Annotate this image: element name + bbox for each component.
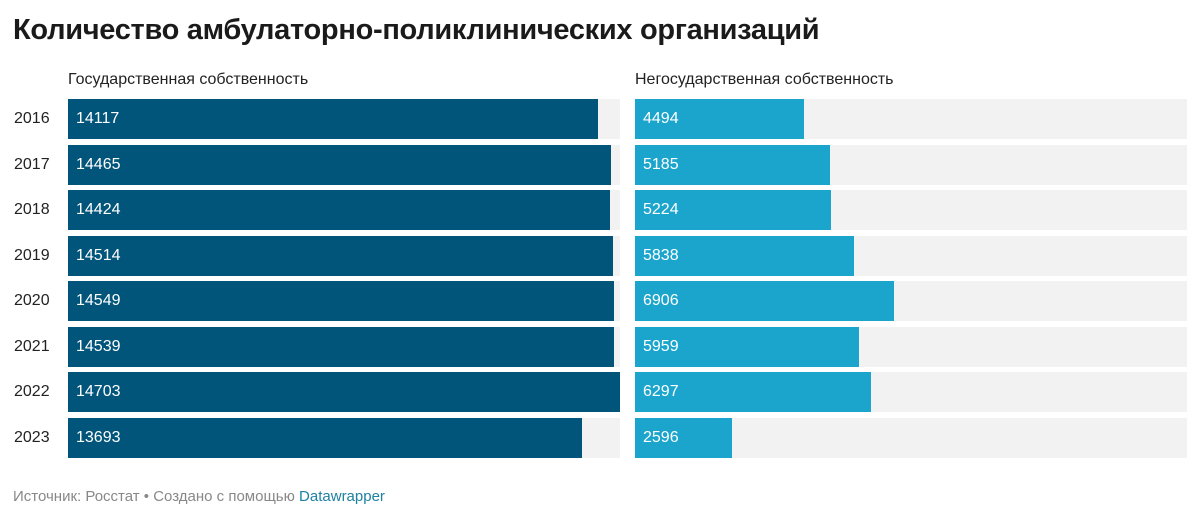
bar-1-2021: [635, 326, 859, 367]
datawrapper-link[interactable]: Datawrapper: [299, 488, 385, 505]
series-header-1: Негосударственная собственность: [635, 71, 894, 88]
bar-track: 14465: [68, 144, 620, 185]
year-label: 2021: [14, 337, 50, 355]
bar-track: 4494: [635, 99, 1187, 139]
data-label: 13693: [76, 428, 121, 446]
series-header-0: Государственная собственность: [68, 71, 309, 88]
data-label: 14539: [76, 337, 121, 355]
bar-1-2022: [635, 372, 872, 412]
bar-track: 5959: [635, 326, 1187, 367]
bar-1-2020: [635, 281, 895, 321]
year-label: 2020: [14, 292, 50, 309]
year-label: 2019: [14, 246, 50, 264]
bar-track: 14514: [68, 235, 620, 276]
bar-track: 13693: [68, 417, 620, 458]
bar-track: 5185: [635, 144, 1187, 185]
bar-0-2023: [68, 417, 583, 458]
chart-title: Количество амбулаторно-поликлинических о…: [13, 14, 820, 46]
bar-track: 5838: [635, 235, 1187, 276]
bar-1-2018: [635, 190, 832, 230]
bar-track: 2596: [635, 417, 1187, 458]
year-label: 2023: [14, 428, 50, 446]
bar-1-2019: [635, 235, 855, 276]
bar-track: 5224: [635, 190, 1187, 230]
year-label: 2016: [14, 110, 50, 127]
data-label: 5185: [643, 155, 679, 173]
data-label: 5959: [643, 337, 679, 355]
year-label: 2022: [14, 383, 50, 400]
data-label: 14514: [76, 246, 121, 264]
bar-track: 14703: [68, 372, 620, 412]
data-label: 5224: [643, 201, 679, 218]
data-label: 14703: [76, 383, 121, 400]
bar-0-2018: [68, 190, 610, 230]
bar-track: 14117: [68, 99, 620, 139]
bar-0-2019: [68, 235, 613, 276]
footer: Источник: Росстат • Создано с помощью Da…: [13, 488, 385, 505]
bar-track: 14424: [68, 190, 620, 230]
bar-track: 14539: [68, 326, 620, 367]
bar-track: 6906: [635, 281, 1187, 321]
bar-0-2017: [68, 144, 612, 185]
year-label: 2018: [14, 201, 50, 218]
bar-0-2020: [68, 281, 615, 321]
bar-track: 14549: [68, 281, 620, 321]
data-label: 6906: [643, 292, 679, 309]
year-label: 2017: [14, 155, 50, 173]
bar-1-2017: [635, 144, 830, 185]
data-label: 5838: [643, 246, 679, 264]
data-label: 14117: [76, 110, 120, 127]
bar-0-2016: [68, 99, 598, 139]
data-label: 4494: [643, 110, 679, 127]
data-label: 14424: [76, 201, 121, 218]
bar-0-2022: [68, 372, 620, 412]
bar-1-2016: [635, 99, 804, 139]
source-text: Источник: Росстат • Создано с помощью: [13, 488, 300, 505]
data-label: 6297: [643, 383, 679, 400]
bar-1-2023: [635, 417, 733, 458]
data-label: 14549: [76, 292, 121, 309]
data-label: 14465: [76, 155, 121, 173]
bar-track: 6297: [635, 372, 1187, 412]
bar-0-2021: [68, 326, 614, 367]
data-label: 2596: [643, 428, 679, 446]
